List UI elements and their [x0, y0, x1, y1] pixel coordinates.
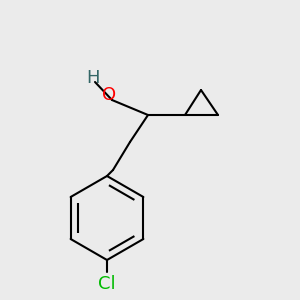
Text: Cl: Cl [98, 275, 116, 293]
Text: H: H [86, 69, 100, 87]
Text: O: O [102, 86, 116, 104]
